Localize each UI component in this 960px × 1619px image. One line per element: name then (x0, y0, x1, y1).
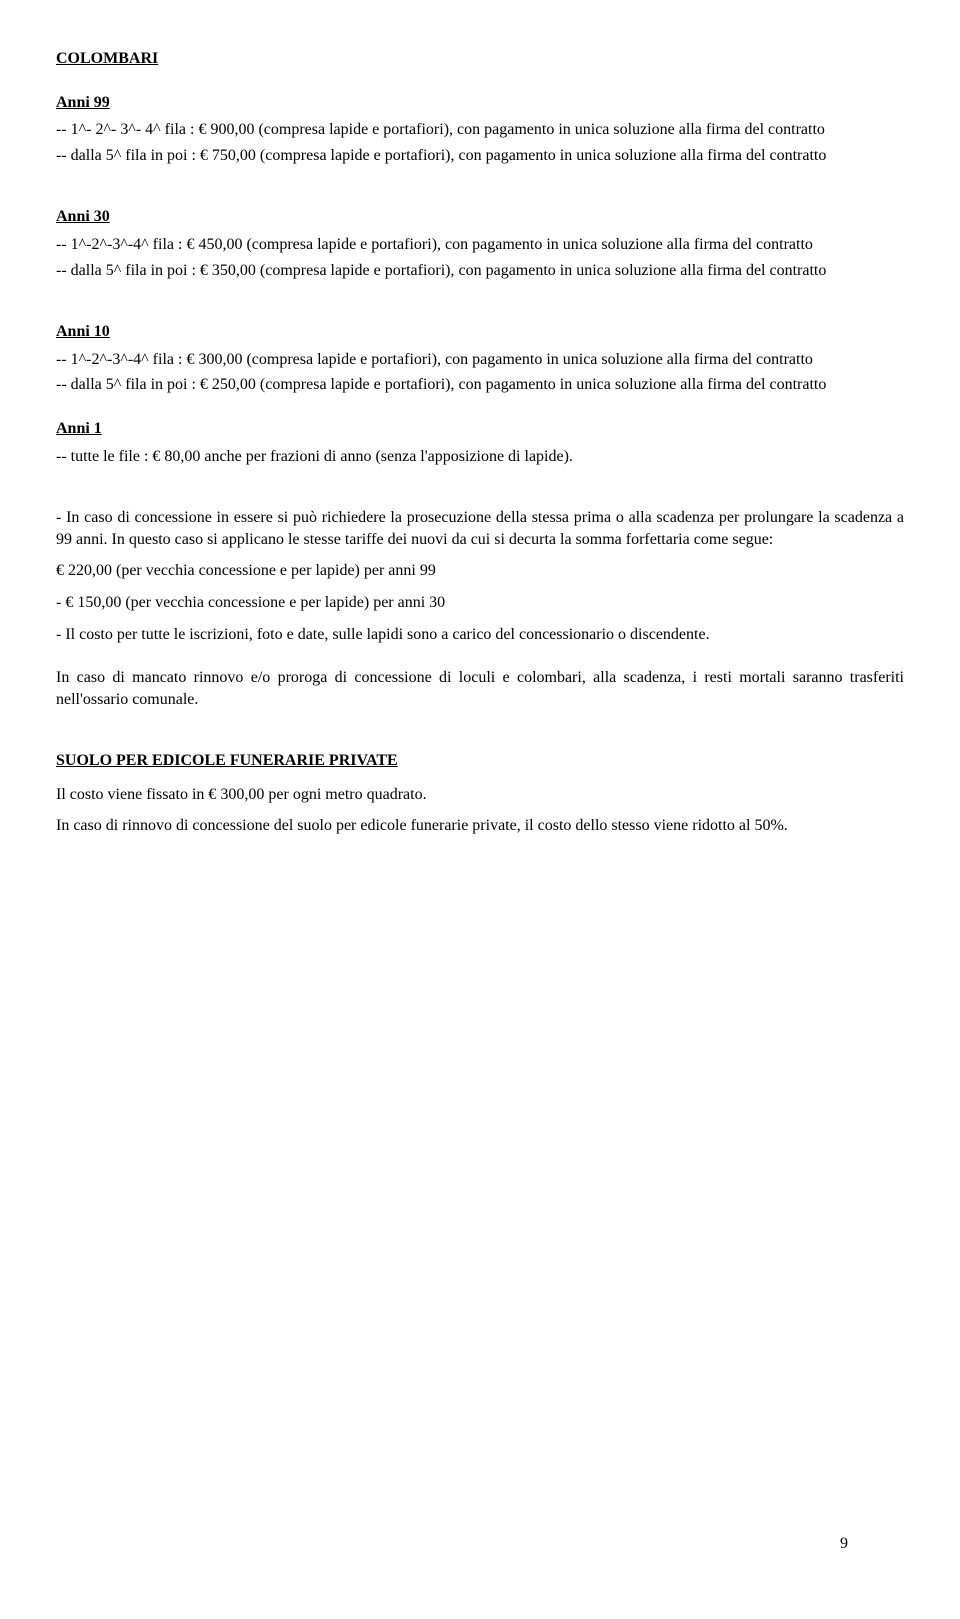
concessione-bullet1: € 220,00 (per vecchia concessione e per … (56, 560, 904, 582)
anni10-line2: -- dalla 5^ fila in poi : € 250,00 (comp… (56, 374, 904, 396)
suolo-title: SUOLO PER EDICOLE FUNERARIE PRIVATE (56, 750, 904, 772)
concessione-rinnovo: In caso di mancato rinnovo e/o proroga d… (56, 667, 904, 710)
anni30-line2: -- dalla 5^ fila in poi : € 350,00 (comp… (56, 260, 904, 282)
anni99-heading: Anni 99 (56, 92, 904, 114)
colombari-title: COLOMBARI (56, 48, 904, 70)
suolo-line2: In caso di rinnovo di concessione del su… (56, 815, 904, 837)
concessione-bullet2: - € 150,00 (per vecchia concessione e pe… (56, 592, 904, 614)
anni10-line1: -- 1^-2^-3^-4^ fila : € 300,00 (compresa… (56, 349, 904, 371)
anni10-heading: Anni 10 (56, 321, 904, 343)
concessione-intro: - In caso di concessione in essere si pu… (56, 507, 904, 550)
anni1-line1: -- tutte le file : € 80,00 anche per fra… (56, 446, 904, 468)
anni30-heading: Anni 30 (56, 206, 904, 228)
concessione-bullet3: - Il costo per tutte le iscrizioni, foto… (56, 624, 904, 646)
anni99-line2: -- dalla 5^ fila in poi : € 750,00 (comp… (56, 145, 904, 167)
anni30-line1: -- 1^-2^-3^-4^ fila : € 450,00 (compresa… (56, 234, 904, 256)
anni1-heading: Anni 1 (56, 418, 904, 440)
suolo-line1: Il costo viene fissato in € 300,00 per o… (56, 784, 904, 806)
anni99-line1: -- 1^- 2^- 3^- 4^ fila : € 900,00 (compr… (56, 119, 904, 141)
page-number: 9 (840, 1533, 848, 1555)
